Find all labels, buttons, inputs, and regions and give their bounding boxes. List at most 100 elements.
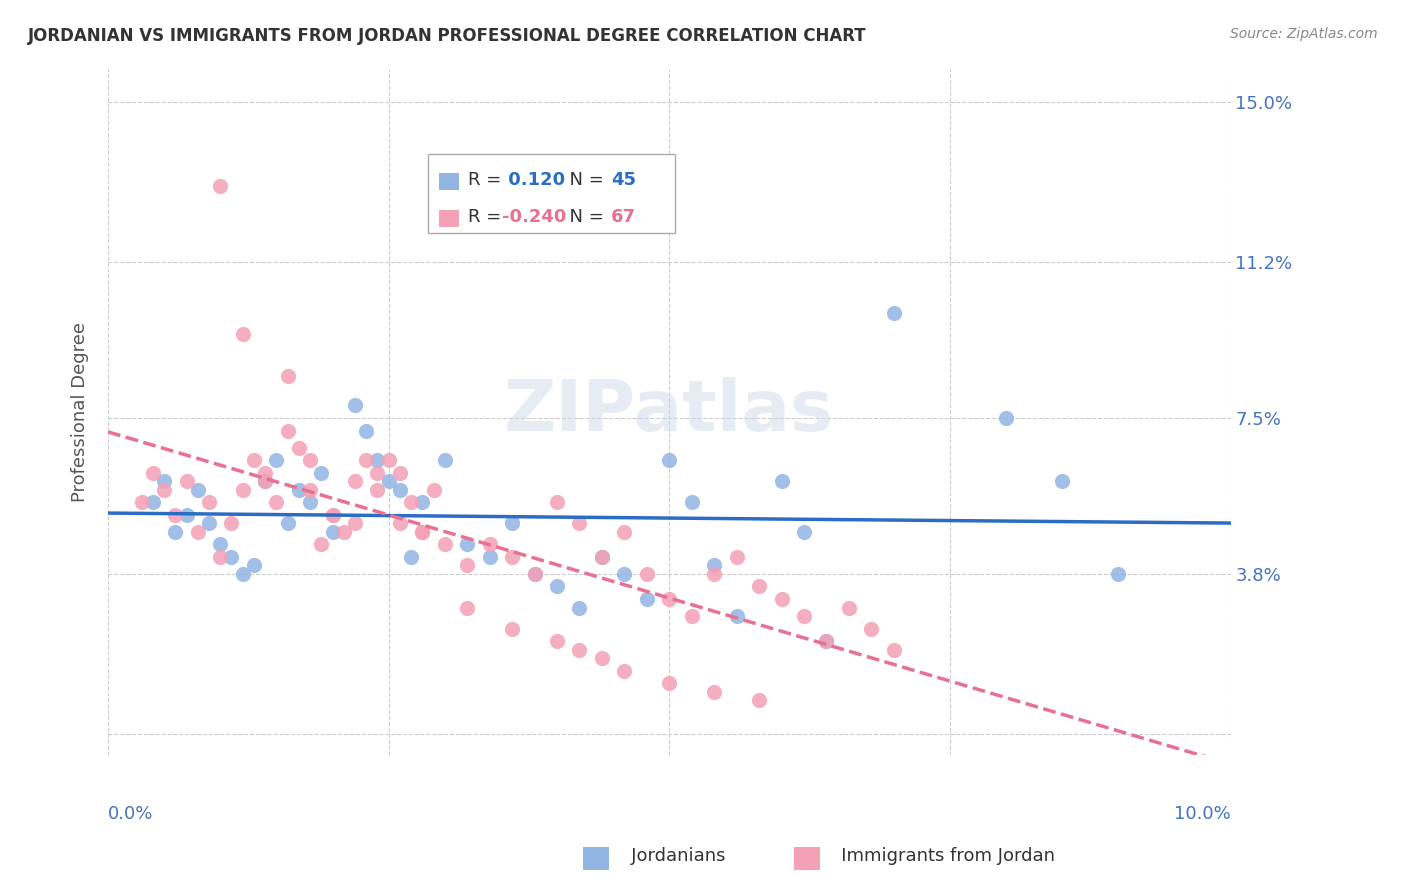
Point [815, 634, 838, 648]
Point [254, 474, 277, 488]
Point [501, 622, 523, 636]
Point [277, 516, 299, 531]
Point [321, 524, 343, 539]
Point [636, 566, 658, 581]
Point [568, 600, 591, 615]
Point [388, 516, 411, 531]
Point [501, 549, 523, 564]
Text: JORDANIAN VS IMMIGRANTS FROM JORDAN PROFESSIONAL DEGREE CORRELATION CHART: JORDANIAN VS IMMIGRANTS FROM JORDAN PROF… [28, 27, 866, 45]
Point [411, 524, 433, 539]
Point [399, 549, 422, 564]
Point [725, 549, 748, 564]
Point [332, 524, 354, 539]
Point [131, 495, 153, 509]
Point [366, 453, 388, 467]
Point [277, 368, 299, 383]
Text: 67: 67 [612, 208, 636, 226]
Point [321, 508, 343, 522]
Point [703, 566, 725, 581]
Point [456, 558, 478, 573]
Point [299, 495, 322, 509]
Point [354, 424, 377, 438]
Text: N =: N = [558, 170, 610, 188]
Point [995, 411, 1018, 425]
Point [388, 466, 411, 480]
Point [232, 326, 254, 341]
Point [568, 642, 591, 657]
Bar [439, 172, 460, 190]
Point [299, 453, 322, 467]
Point [591, 549, 613, 564]
Point [288, 441, 311, 455]
Point [209, 537, 232, 551]
Point [187, 524, 209, 539]
Point [354, 453, 377, 467]
Point [321, 508, 343, 522]
Point [456, 600, 478, 615]
Point [433, 453, 456, 467]
Point [388, 483, 411, 497]
Point [198, 495, 221, 509]
Point [1050, 474, 1073, 488]
Point [748, 579, 770, 593]
Point [209, 549, 232, 564]
Point [501, 516, 523, 531]
Point [613, 664, 636, 678]
Point [343, 516, 366, 531]
Point [343, 398, 366, 412]
Point [243, 558, 266, 573]
Y-axis label: Professional Degree: Professional Degree [72, 322, 89, 501]
Point [366, 483, 388, 497]
Point [523, 566, 546, 581]
Point [815, 634, 838, 648]
Text: -0.240: -0.240 [502, 208, 567, 226]
Point [266, 495, 288, 509]
Point [277, 424, 299, 438]
Point [860, 622, 883, 636]
Point [422, 483, 444, 497]
Text: R =: R = [468, 208, 508, 226]
Point [165, 524, 187, 539]
Point [546, 634, 568, 648]
Point [681, 495, 703, 509]
Text: N =: N = [558, 208, 610, 226]
Point [411, 524, 433, 539]
Point [770, 592, 793, 607]
Point [770, 474, 793, 488]
Text: 0.0%: 0.0% [108, 805, 153, 823]
Text: Jordanians: Jordanians [591, 847, 725, 865]
Bar [439, 210, 460, 227]
Point [176, 508, 198, 522]
Point [568, 516, 591, 531]
Point [681, 609, 703, 624]
Point [153, 483, 176, 497]
Point [546, 579, 568, 593]
Text: Source: ZipAtlas.com: Source: ZipAtlas.com [1230, 27, 1378, 41]
Point [311, 537, 333, 551]
Text: 0.120: 0.120 [502, 170, 565, 188]
Point [725, 609, 748, 624]
Point [433, 537, 456, 551]
Text: Immigrants from Jordan: Immigrants from Jordan [801, 847, 1056, 865]
Point [1107, 566, 1129, 581]
Point [456, 537, 478, 551]
Point [142, 466, 165, 480]
Point [883, 642, 905, 657]
Point [658, 453, 681, 467]
Point [232, 566, 254, 581]
Point [613, 566, 636, 581]
Point [703, 558, 725, 573]
Point [366, 466, 388, 480]
Point [209, 179, 232, 194]
Point [142, 495, 165, 509]
Point [377, 453, 399, 467]
Point [658, 676, 681, 690]
Point [838, 600, 860, 615]
Point [254, 474, 277, 488]
Point [883, 306, 905, 320]
Point [266, 453, 288, 467]
Text: 45: 45 [612, 170, 636, 188]
Point [187, 483, 209, 497]
Point [478, 537, 501, 551]
Point [591, 549, 613, 564]
